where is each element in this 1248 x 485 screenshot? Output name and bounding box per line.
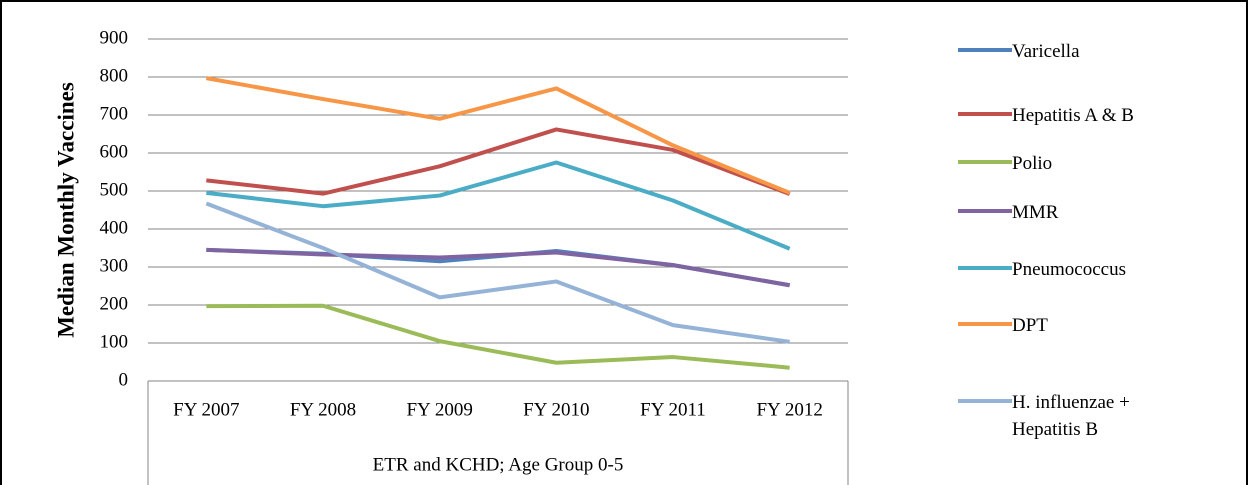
x-tick-label: FY 2009 <box>406 399 472 420</box>
legend-label: MMR <box>1012 202 1059 223</box>
legend-item: H. influenzae + Hepatitis B <box>958 389 1162 443</box>
legend-item: Varicella <box>958 38 1212 65</box>
legend-label: H. influenzae + Hepatitis B <box>1012 392 1130 440</box>
series-line <box>206 160 791 251</box>
group-label: ETR and KCHD; Age Group 0-5 <box>373 454 624 475</box>
legend-label: Pneumococcus <box>1012 259 1126 280</box>
series-line <box>206 127 791 196</box>
legend-item: Hepatitis A & B <box>958 102 1212 129</box>
x-tick-label: FY 2007 <box>173 399 239 420</box>
y-tick-label: 800 <box>100 65 129 86</box>
legend-item: Pneumococcus <box>958 256 1212 283</box>
y-tick-label: 700 <box>100 103 129 124</box>
x-tick-label: FY 2008 <box>290 399 356 420</box>
x-tick-label: FY 2012 <box>756 399 822 420</box>
legend-label: Varicella <box>1012 41 1080 62</box>
legend-label: Polio <box>1012 153 1053 174</box>
y-tick-label: 900 <box>100 27 129 48</box>
series-line <box>205 201 790 344</box>
legend-swatch <box>958 209 1012 213</box>
legend-swatch <box>958 322 1012 326</box>
legend-swatch <box>958 112 1012 116</box>
y-tick-label: 300 <box>100 255 129 276</box>
y-tick-label: 0 <box>119 369 129 390</box>
legend-item: Polio <box>958 150 1212 177</box>
y-tick-label: 500 <box>100 179 129 200</box>
y-tick-label: 100 <box>100 331 129 352</box>
series-line <box>205 76 791 195</box>
legend-swatch <box>958 160 1012 164</box>
y-tick-label: 600 <box>100 141 129 162</box>
series-line <box>206 303 790 370</box>
x-tick-label: FY 2011 <box>640 399 706 420</box>
legend-label: Hepatitis A & B <box>1012 105 1134 126</box>
legend-item: MMR <box>958 199 1212 226</box>
x-tick-label: FY 2010 <box>523 399 589 420</box>
legend-label: DPT <box>1012 315 1048 336</box>
y-axis-title: Median Monthly Vaccines <box>53 82 78 338</box>
legend-swatch <box>958 399 1012 403</box>
legend-item: DPT <box>958 312 1212 339</box>
legend-swatch <box>958 266 1012 270</box>
legend-swatch <box>958 48 1012 52</box>
series-line <box>206 247 791 288</box>
y-tick-label: 400 <box>100 217 129 238</box>
y-tick-label: 200 <box>100 293 129 314</box>
